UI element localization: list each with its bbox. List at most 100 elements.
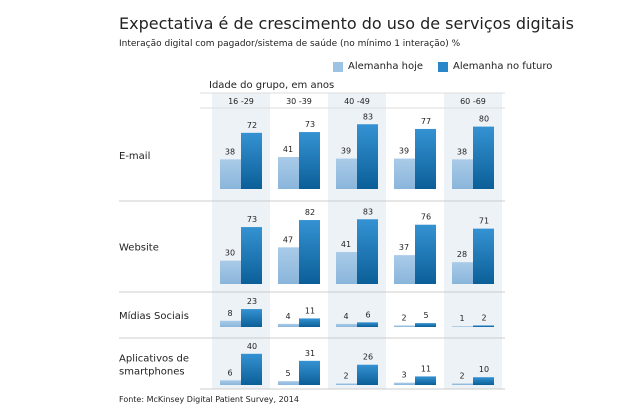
bar-alemanha-futuro	[473, 325, 494, 327]
data-label: 6	[227, 368, 232, 377]
bar-alemanha-hoje	[394, 255, 415, 284]
bar-alemanha-hoje	[394, 158, 415, 189]
bar-alemanha-futuro	[299, 220, 320, 284]
bar-alemanha-hoje	[336, 252, 357, 284]
legend-item-hoje: Alemanha hoje	[333, 61, 423, 72]
bar-alemanha-hoje	[220, 260, 241, 284]
source-note: Fonte: McKinsey Digital Patient Survey, …	[119, 395, 299, 404]
legend-swatch	[333, 61, 343, 72]
bar-alemanha-hoje	[394, 325, 415, 327]
bar-alemanha-futuro	[357, 124, 378, 189]
age-group-label: 40 -49	[344, 97, 370, 106]
bar-alemanha-futuro	[299, 318, 320, 327]
bar-alemanha-hoje	[452, 383, 473, 385]
data-label: 77	[421, 117, 431, 126]
chart-subtitle: Interação digital com pagador/sistema de…	[119, 39, 461, 49]
bar-alemanha-futuro	[415, 376, 436, 385]
data-label: 5	[285, 369, 290, 378]
row-label: Website	[119, 243, 159, 254]
age-group-label: 16 -29	[228, 97, 254, 106]
data-label: 76	[421, 213, 431, 222]
bar-alemanha-hoje	[220, 380, 241, 385]
row-label: E-mail	[119, 151, 150, 162]
bar-alemanha-hoje	[220, 320, 241, 327]
bar-alemanha-hoje	[336, 383, 357, 385]
data-label: 47	[283, 235, 293, 244]
data-label: 11	[421, 364, 431, 373]
legend-label: Alemanha hoje	[348, 61, 424, 72]
bar-alemanha-futuro	[357, 219, 378, 284]
legend-item-futuro: Alemanha no futuro	[438, 61, 552, 72]
data-label: 1	[459, 314, 464, 323]
data-label: 2	[459, 371, 464, 380]
bar-alemanha-futuro	[415, 224, 436, 284]
data-label: 8	[227, 309, 232, 318]
data-label: 6	[365, 310, 370, 319]
data-label: 23	[247, 297, 257, 306]
bar-alemanha-futuro	[473, 228, 494, 284]
row-label: Aplicativos de	[119, 354, 189, 365]
bar-alemanha-futuro	[415, 128, 436, 189]
data-label: 82	[305, 208, 315, 217]
bar-alemanha-futuro	[299, 132, 320, 189]
data-label: 38	[225, 147, 235, 156]
group-label: Idade do grupo, em anos	[209, 80, 335, 91]
bar-alemanha-hoje	[394, 382, 415, 385]
data-label: 71	[479, 217, 489, 226]
bar-alemanha-hoje	[452, 159, 473, 189]
data-label: 30	[225, 249, 235, 258]
data-label: 4	[343, 312, 348, 321]
data-label: 39	[341, 147, 351, 156]
bar-alemanha-futuro	[357, 364, 378, 385]
data-label: 83	[363, 112, 373, 121]
data-label: 31	[305, 349, 315, 358]
row-label: Mídias Sociais	[119, 310, 189, 322]
bar-alemanha-futuro	[473, 126, 494, 189]
data-label: 2	[481, 313, 486, 322]
data-label: 39	[399, 147, 409, 156]
bar-alemanha-futuro	[299, 360, 320, 385]
age-group-label: 60 -69	[460, 97, 486, 106]
data-label: 41	[341, 240, 351, 249]
data-label: 2	[401, 313, 406, 322]
data-label: 3	[401, 371, 406, 380]
bar-alemanha-futuro	[241, 309, 262, 327]
data-label: 73	[247, 215, 257, 224]
data-label: 37	[399, 243, 409, 252]
data-label: 4	[285, 312, 290, 321]
data-label: 40	[247, 342, 257, 351]
data-label: 10	[479, 365, 489, 374]
data-label: 73	[305, 120, 315, 129]
bar-alemanha-futuro	[357, 322, 378, 327]
data-label: 83	[363, 207, 373, 216]
row-label: smartphones	[119, 367, 185, 378]
bar-alemanha-hoje	[278, 247, 299, 284]
data-label: 11	[305, 306, 315, 315]
bar-alemanha-hoje	[336, 323, 357, 327]
legend-swatch	[438, 61, 448, 72]
data-label: 80	[479, 115, 489, 124]
bar-alemanha-futuro	[241, 132, 262, 189]
data-label: 72	[247, 121, 257, 130]
bar-alemanha-futuro	[473, 377, 494, 385]
bar-alemanha-hoje	[452, 262, 473, 284]
bar-alemanha-futuro	[241, 227, 262, 284]
legend-label: Alemanha no futuro	[453, 61, 553, 72]
data-label: 41	[283, 145, 293, 154]
bar-alemanha-hoje	[278, 157, 299, 189]
bar-alemanha-hoje	[452, 326, 473, 327]
data-label: 2	[343, 371, 348, 380]
data-label: 28	[457, 250, 467, 259]
bar-alemanha-hoje	[220, 159, 241, 189]
data-label: 5	[423, 311, 428, 320]
data-label: 38	[457, 147, 467, 156]
bar-alemanha-hoje	[336, 158, 357, 189]
data-label: 26	[363, 353, 373, 362]
bar-alemanha-futuro	[415, 323, 436, 327]
age-group-label: 30 -39	[286, 97, 312, 106]
chart-title: Expectativa é de crescimento do uso de s…	[119, 14, 574, 33]
bar-alemanha-hoje	[278, 381, 299, 385]
bar-alemanha-hoje	[278, 323, 299, 327]
